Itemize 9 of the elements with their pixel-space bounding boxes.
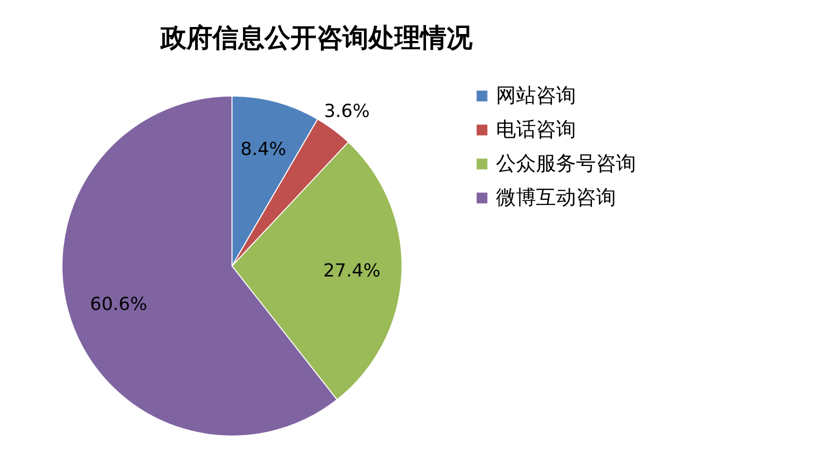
legend-label: 微博互动咨询 xyxy=(496,185,616,209)
legend-label: 电话咨询 xyxy=(496,117,576,141)
data-label: 60.6% xyxy=(90,294,148,316)
legend-label: 网站咨询 xyxy=(496,83,576,107)
chart-title: 政府信息公开咨询处理情况 xyxy=(160,24,474,54)
data-label: 27.4% xyxy=(323,260,380,282)
data-label: 3.6% xyxy=(324,101,370,122)
legend-label: 公众服务号咨询 xyxy=(496,151,636,175)
data-label: 8.4% xyxy=(240,139,286,160)
